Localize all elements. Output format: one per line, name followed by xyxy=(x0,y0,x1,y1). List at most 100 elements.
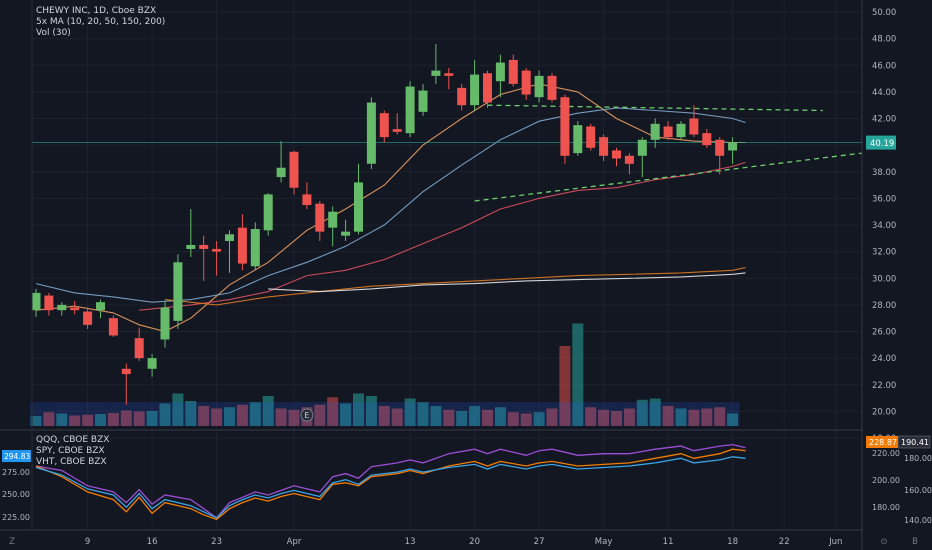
y-tick-label: 26.00 xyxy=(872,328,896,338)
volume-ma-area xyxy=(404,402,417,426)
volume-ma-area xyxy=(159,402,172,426)
scale-mode-icon: B xyxy=(912,537,918,547)
volume-bar xyxy=(546,408,558,426)
vol-legend[interactable]: Vol (30) xyxy=(36,28,71,38)
candle-body xyxy=(650,123,660,140)
volume-ma-area xyxy=(726,402,740,426)
x-tick-label: 23 xyxy=(211,537,222,547)
lower-left-tick: 275.00 xyxy=(2,468,30,477)
volume-bar xyxy=(30,416,42,426)
left-value-badge-text: 294.83 xyxy=(4,452,30,461)
volume-bar xyxy=(572,323,584,426)
volume-bar xyxy=(598,409,610,426)
y-tick-label: 28.00 xyxy=(872,301,896,311)
volume-ma-area xyxy=(391,402,405,426)
symbol-legend[interactable]: CHEWY INC, 1D, Cboe BZX xyxy=(36,6,157,16)
lower-right-tick: 180.00 xyxy=(872,503,900,512)
volume-ma-area xyxy=(339,402,353,426)
lower-right-tick: 160.00 xyxy=(904,486,932,495)
volume-bar xyxy=(417,402,429,426)
moving-average-line xyxy=(268,272,746,293)
moving-average-line xyxy=(139,161,746,311)
volume-bar xyxy=(533,412,545,426)
volume-bar xyxy=(378,406,390,426)
volume-bar xyxy=(288,409,300,426)
volume-ma-area xyxy=(210,402,224,426)
candle-body xyxy=(328,211,338,228)
candle-body xyxy=(612,150,621,159)
volume-bar xyxy=(675,408,687,426)
candle-body xyxy=(663,126,673,138)
volume-ma-area xyxy=(533,402,546,426)
volume-ma-area xyxy=(662,402,675,426)
volume-bar xyxy=(559,346,571,426)
candle-body xyxy=(573,125,583,154)
volume-ma-area xyxy=(133,402,147,426)
y-tick-label: 32.00 xyxy=(872,248,896,258)
vht-legend[interactable]: VHT, CBOE BZX xyxy=(36,457,107,467)
earnings-marker-label: E xyxy=(305,411,310,420)
volume-bar xyxy=(662,406,674,426)
qqq-legend[interactable]: QQQ, CBOE BZX xyxy=(36,435,110,445)
volume-bar xyxy=(211,408,223,426)
x-tick-label: May xyxy=(595,537,613,547)
volume-bar xyxy=(494,407,506,426)
candle-body xyxy=(431,70,441,76)
x-tick-label: 18 xyxy=(727,537,738,547)
trendline xyxy=(474,152,862,202)
lower-right-tick: 200.00 xyxy=(872,476,900,485)
lower-left-tick: 250.00 xyxy=(2,490,30,499)
volume-ma-area xyxy=(81,402,95,426)
comparison-series-line xyxy=(35,448,746,521)
x-tick-label: 22 xyxy=(779,537,790,547)
compare-legend: QQQ, CBOE BZX SPY, CBOE BZX VHT, CBOE BZ… xyxy=(36,435,109,468)
spy-legend[interactable]: SPY, CBOE BZX xyxy=(36,446,105,456)
volume-bar xyxy=(120,410,132,426)
volume-bar xyxy=(275,408,287,426)
volume-bar xyxy=(404,398,416,426)
volume-ma-area xyxy=(326,402,340,426)
volume-bar xyxy=(340,403,352,426)
volume-ma-area xyxy=(481,402,495,426)
candle-body xyxy=(560,97,570,156)
candle-body xyxy=(637,139,647,156)
lower-right-tick: 180.00 xyxy=(904,454,932,463)
candle-body xyxy=(366,102,376,164)
candle-body xyxy=(134,338,144,359)
volume-ma-area xyxy=(378,402,392,426)
volume-ma-area xyxy=(107,402,121,426)
candle-body xyxy=(315,203,325,232)
volume-ma-area xyxy=(313,402,327,426)
lower-right-tick: 140.00 xyxy=(904,516,932,525)
candle-body xyxy=(392,129,402,132)
volume-bar xyxy=(133,411,145,426)
volume-ma-area xyxy=(94,402,108,426)
volume-bar xyxy=(456,411,468,426)
volume-ma-area xyxy=(417,402,430,426)
x-tick-label: 9 xyxy=(85,537,90,547)
candle-body xyxy=(302,194,312,206)
volume-ma-area xyxy=(429,402,443,426)
volume-ma-area xyxy=(171,402,185,426)
volume-bar xyxy=(636,399,648,426)
y-tick-label: 42.00 xyxy=(872,115,896,125)
candle-body xyxy=(689,118,699,135)
candle-body xyxy=(521,70,531,95)
candle-body xyxy=(44,295,54,311)
candle-body xyxy=(263,194,273,231)
last-price-badge xyxy=(866,135,896,150)
ma-legend[interactable]: 5x MA (10, 20, 50, 150, 200) xyxy=(36,17,166,27)
volume-ma-area xyxy=(636,402,650,426)
volume-bar xyxy=(224,407,235,426)
volume-ma-area xyxy=(494,402,508,426)
x-tick-label: 11 xyxy=(663,537,674,547)
spy-value-badge xyxy=(866,436,898,448)
y-tick-label: 22.00 xyxy=(872,381,896,391)
volume-bar xyxy=(520,413,532,426)
volume-ma-area xyxy=(236,402,250,426)
candle-body xyxy=(70,307,80,311)
x-tick-label: 27 xyxy=(534,537,545,547)
volume-bar xyxy=(507,412,519,426)
candle-body xyxy=(379,113,389,138)
